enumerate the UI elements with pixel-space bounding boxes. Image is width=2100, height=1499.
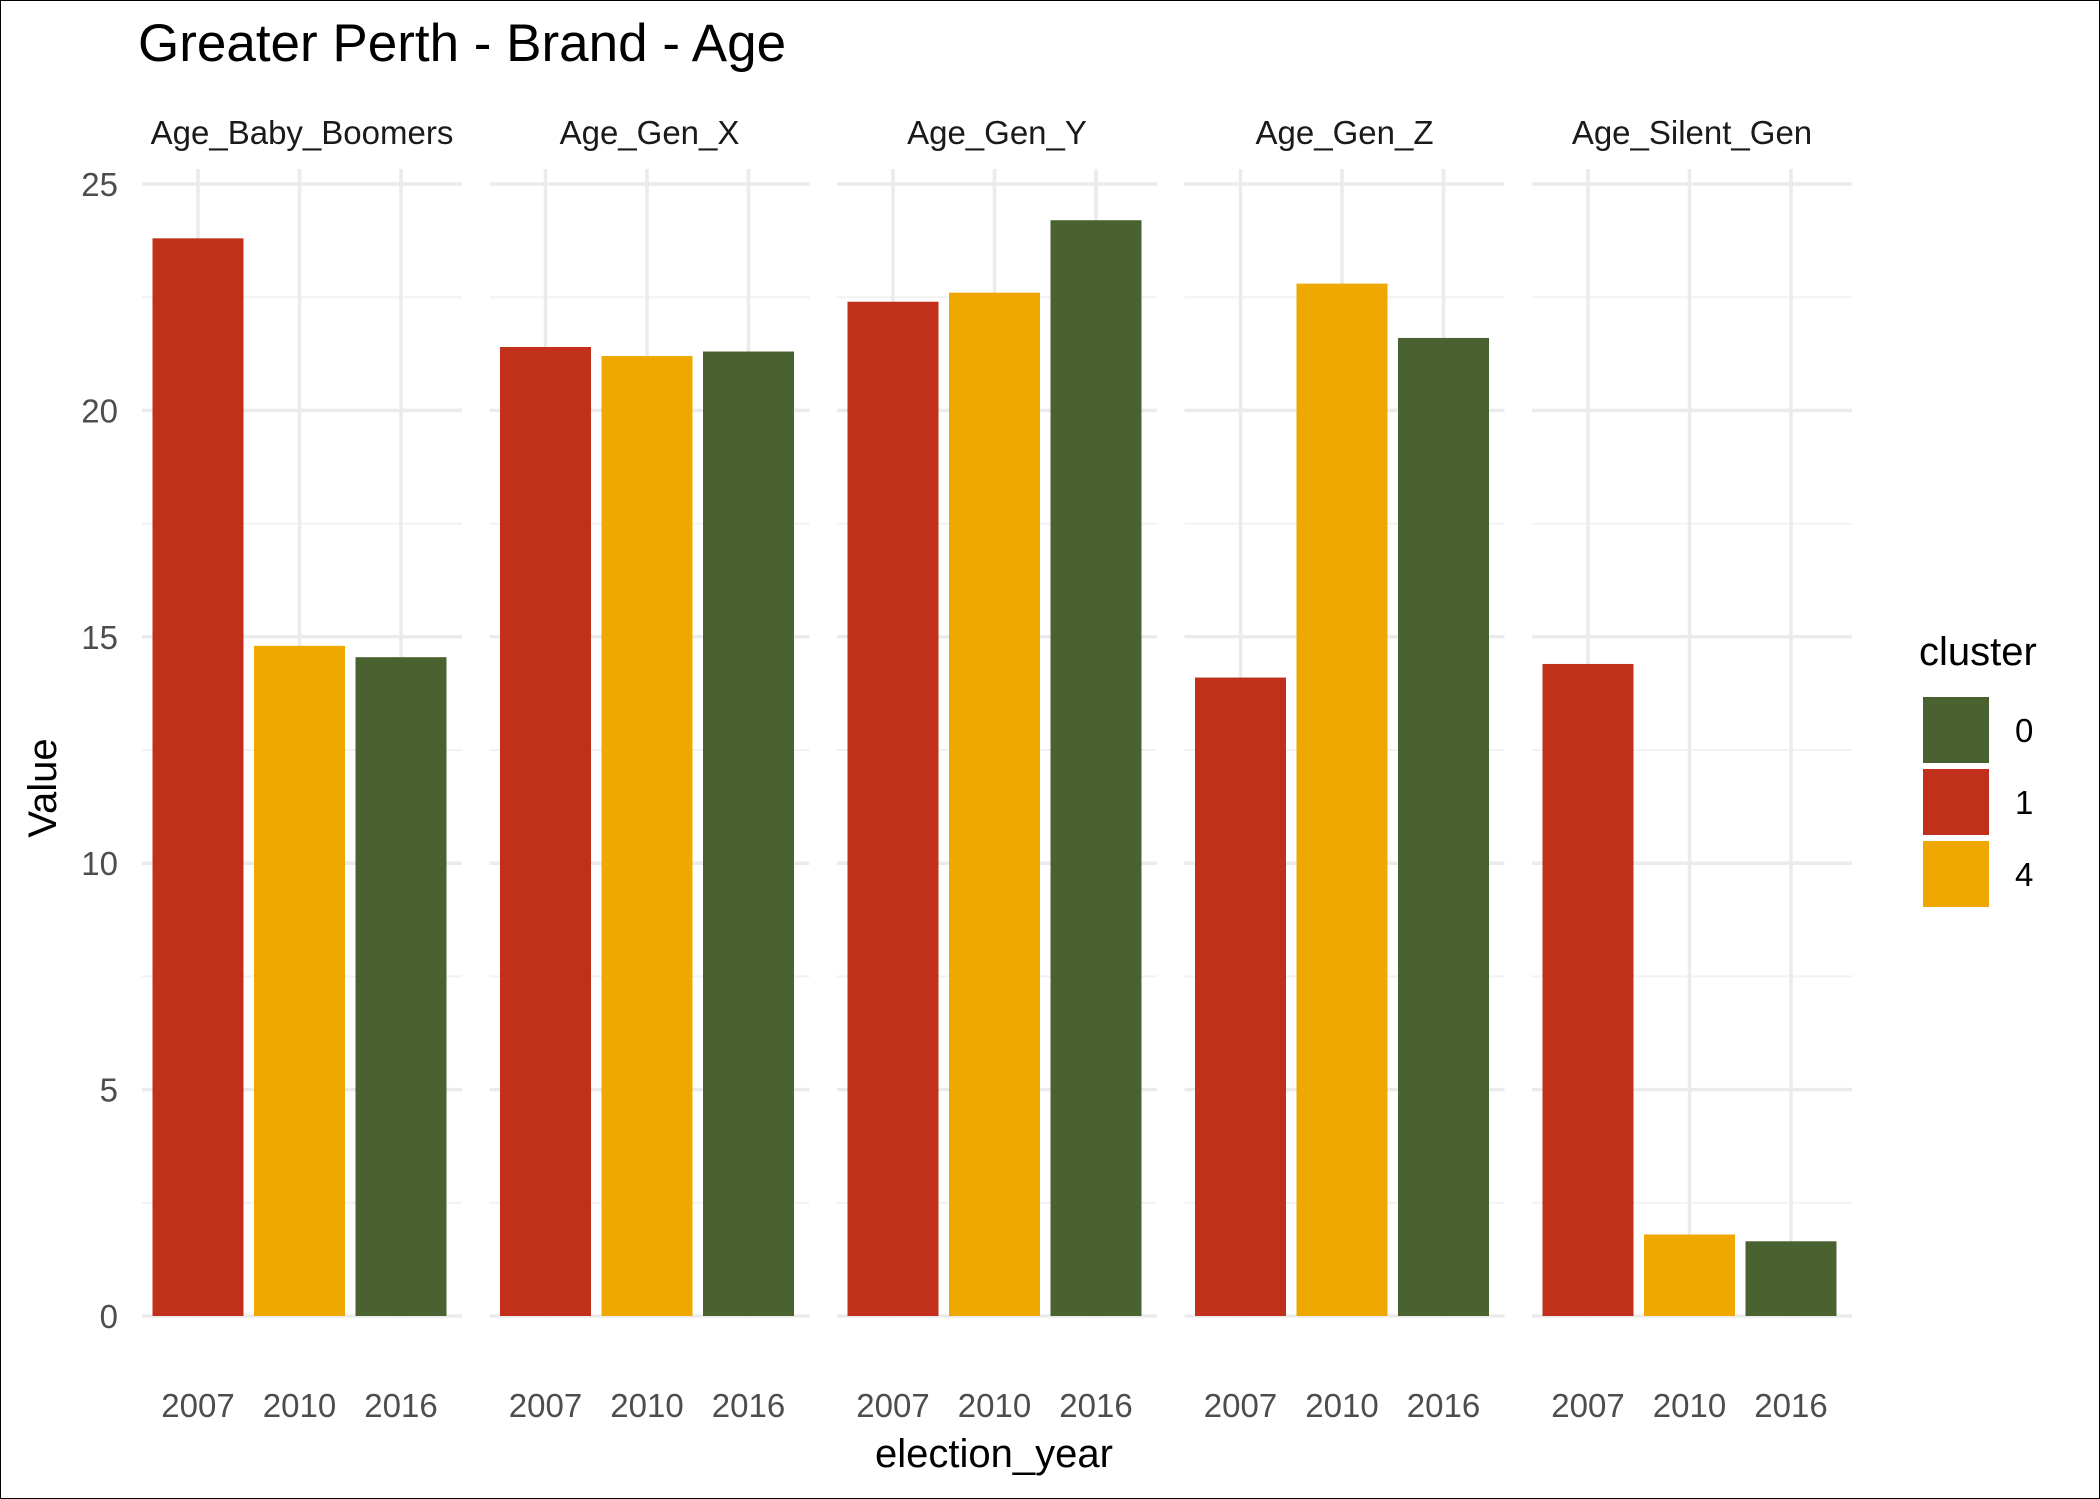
x-tick-label: 2010 (958, 1387, 1031, 1424)
y-axis: 0 5 10 15 20 25 (81, 166, 118, 1335)
facet-panel: Age_Silent_Gen 2007 2010 2016 (1532, 114, 1852, 1424)
bar-Age_Gen_Y-2010 (949, 292, 1040, 1316)
bar-Age_Silent_Gen-2010 (1644, 1234, 1735, 1316)
legend: cluster 0 1 4 (1919, 630, 2037, 907)
x-tick-label: 2016 (1754, 1387, 1827, 1424)
y-tick-label: 15 (81, 619, 118, 656)
x-tick-label: 2016 (1407, 1387, 1480, 1424)
y-tick-label: 25 (81, 166, 118, 203)
x-tick-label: 2010 (263, 1387, 336, 1424)
bar-Age_Baby_Boomers-2007 (152, 238, 244, 1317)
bar-Age_Gen_X-2010 (601, 356, 693, 1317)
facet-strip-label: Age_Baby_Boomers (151, 114, 454, 151)
chart-title: Greater Perth - Brand - Age (138, 14, 786, 73)
bar-Age_Gen_Z-2010 (1296, 283, 1388, 1317)
y-axis-title: Value (21, 738, 65, 837)
x-axis-title: election_year (875, 1432, 1113, 1476)
x-tick-label: 2016 (712, 1387, 785, 1424)
facet-panels: Age_Baby_Boomers 2007 2010 2016 Age_Gen_X 200… (142, 114, 1852, 1424)
x-tick-label: 2007 (856, 1387, 929, 1424)
bar-Age_Gen_Z-2007 (1195, 677, 1286, 1316)
x-tick-label: 2016 (364, 1387, 437, 1424)
facet-panel: Age_Gen_Z 2007 2010 2016 (1184, 114, 1505, 1424)
bar-Age_Gen_X-2007 (500, 347, 591, 1316)
facet-panel: Age_Gen_Y 2007 2010 2016 (837, 114, 1157, 1424)
x-tick-label: 2010 (610, 1387, 683, 1424)
x-tick-label: 2007 (161, 1387, 234, 1424)
legend-label: 1 (2015, 784, 2033, 821)
facet-panel: Age_Baby_Boomers 2007 2010 2016 (142, 114, 462, 1424)
x-tick-label: 2007 (509, 1387, 582, 1424)
facet-panel: Age_Gen_X 2007 2010 2016 (489, 114, 810, 1424)
y-tick-label: 20 (81, 392, 118, 429)
bar-Age_Silent_Gen-2007 (1542, 663, 1634, 1316)
y-tick-label: 0 (100, 1298, 118, 1335)
y-tick-label: 5 (100, 1072, 118, 1109)
facet-strip-label: Age_Silent_Gen (1572, 114, 1812, 151)
legend-key-1 (1923, 769, 1989, 835)
x-tick-label: 2007 (1204, 1387, 1277, 1424)
legend-key-0 (1923, 697, 1989, 763)
x-tick-label: 2010 (1305, 1387, 1378, 1424)
bar-Age_Silent_Gen-2016 (1745, 1241, 1837, 1316)
bar-Age_Gen_Y-2016 (1050, 220, 1142, 1316)
facet-strip-label: Age_Gen_Z (1256, 114, 1434, 151)
facet-strip-label: Age_Gen_X (560, 114, 740, 151)
bar-Age_Gen_X-2016 (703, 351, 794, 1316)
y-tick-label: 10 (81, 845, 118, 882)
bar-Age_Gen_Z-2016 (1398, 337, 1489, 1316)
bar-Age_Baby_Boomers-2010 (254, 645, 345, 1316)
x-tick-label: 2007 (1551, 1387, 1624, 1424)
facet-strip-label: Age_Gen_Y (907, 114, 1087, 151)
bar-Age_Baby_Boomers-2016 (355, 657, 447, 1316)
bar-Age_Gen_Y-2007 (847, 301, 939, 1316)
legend-title: cluster (1919, 630, 2037, 674)
x-tick-label: 2010 (1653, 1387, 1726, 1424)
legend-label: 0 (2015, 712, 2033, 749)
legend-key-4 (1923, 841, 1989, 907)
x-tick-label: 2016 (1059, 1387, 1132, 1424)
legend-label: 4 (2015, 856, 2033, 893)
